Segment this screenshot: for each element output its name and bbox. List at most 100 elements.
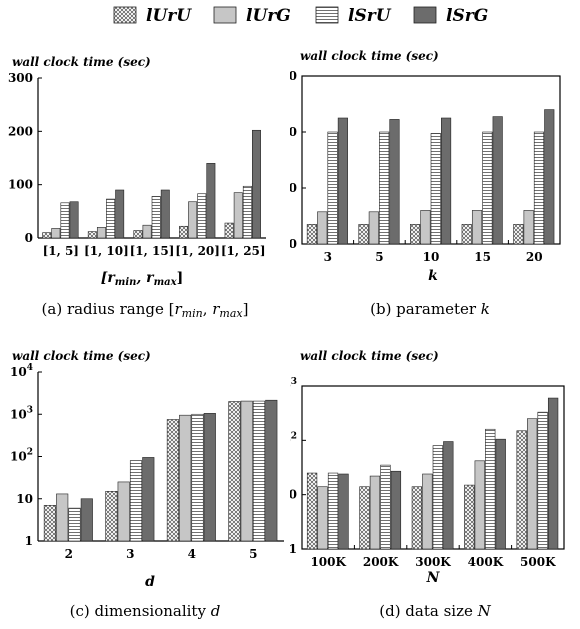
bar-lSrG-0 bbox=[338, 473, 349, 550]
bar-lSrG-4 bbox=[544, 109, 555, 245]
bar-lUrU-1 bbox=[358, 224, 369, 245]
x-tick-label: 200K bbox=[363, 555, 399, 569]
x-tick-label: 20 bbox=[526, 250, 543, 264]
chart-d-bars bbox=[306, 397, 559, 550]
bar-lSrG-4 bbox=[547, 397, 559, 550]
bar-lSrG-1 bbox=[389, 119, 400, 245]
bar-lSrG-1 bbox=[115, 189, 125, 239]
bar-lUrG-1 bbox=[96, 227, 106, 239]
x-tick-label: 10 bbox=[423, 250, 440, 264]
x-tick-label: [1, 25] bbox=[221, 244, 266, 258]
bar-lSrU-0 bbox=[327, 472, 339, 550]
chart-b-ylabel: wall clock time (sec) bbox=[300, 49, 439, 63]
bar-lSrU-0 bbox=[68, 507, 81, 542]
chart-c-bars bbox=[43, 399, 278, 542]
y-tick-label: 300 bbox=[8, 71, 33, 85]
legend-swatch-lSrG bbox=[413, 6, 437, 24]
y-tick-label: 1 bbox=[25, 534, 33, 548]
bar-lSrG-2 bbox=[441, 117, 452, 245]
chart-c-xticks: 2 3 4 5 bbox=[65, 547, 258, 561]
x-tick-label: 15 bbox=[474, 250, 491, 264]
chart-a-ylabel: wall clock time (sec) bbox=[12, 55, 151, 69]
bar-lUrU-1 bbox=[87, 231, 97, 239]
bar-lSrG-2 bbox=[160, 189, 170, 239]
legend-swatch-lSrU bbox=[315, 6, 339, 24]
chart-c-caption: (c) dimensionality d bbox=[70, 602, 221, 620]
bar-lSrG-0 bbox=[69, 201, 79, 239]
y-tick-label: 10 bbox=[290, 488, 297, 502]
bar-lUrU-0 bbox=[306, 224, 317, 245]
bar-lSrU-1 bbox=[129, 460, 143, 542]
bar-lUrG-4 bbox=[233, 192, 243, 239]
chart-b-xticks: 3 5 10 15 20 bbox=[324, 240, 543, 264]
chart-a-xticks: [1, 5] [1, 10] [1, 15] [1, 20] [1, 25] bbox=[43, 244, 266, 258]
bar-lUrU-1 bbox=[359, 486, 370, 550]
x-tick-label: 5 bbox=[375, 250, 383, 264]
bar-lUrU-2 bbox=[410, 224, 421, 245]
bar-lUrU-4 bbox=[224, 222, 234, 239]
bar-lSrU-2 bbox=[191, 413, 204, 542]
bar-lSrU-3 bbox=[482, 131, 493, 245]
bar-lUrG-1 bbox=[369, 475, 381, 550]
chart-b-yticks: 0 40 80 120 bbox=[290, 69, 306, 251]
y-tick-label: 102 bbox=[290, 431, 297, 447]
bar-lSrG-4 bbox=[252, 129, 261, 239]
bar-lSrU-2 bbox=[430, 133, 441, 245]
bar-lUrG-0 bbox=[317, 486, 328, 550]
y-tick-label: 102 bbox=[10, 448, 33, 464]
bar-lUrG-2 bbox=[420, 210, 431, 245]
bar-lSrU-4 bbox=[533, 131, 545, 245]
bar-lSrU-0 bbox=[327, 131, 338, 245]
chart-b-xlabel: k bbox=[428, 268, 438, 284]
bar-lSrU-1 bbox=[380, 464, 391, 550]
legend: lUrU lUrG lSrU lSrG bbox=[113, 6, 488, 26]
y-tick-label: 104 bbox=[10, 363, 33, 379]
legend-swatch-lUrG bbox=[213, 6, 237, 24]
chart-d-xlabel: N bbox=[426, 570, 441, 586]
bar-lSrU-3 bbox=[197, 193, 207, 239]
bar-lUrU-2 bbox=[166, 419, 179, 542]
chart-d-yticks: 1 10 102 103 bbox=[290, 377, 306, 556]
bar-lSrU-1 bbox=[106, 198, 116, 239]
bar-lUrU-2 bbox=[411, 486, 423, 550]
bar-lUrU-0 bbox=[43, 504, 56, 542]
y-tick-label: 0 bbox=[25, 231, 33, 245]
bar-lUrG-0 bbox=[51, 228, 61, 239]
bar-lSrG-2 bbox=[203, 413, 216, 542]
y-tick-label: 1 bbox=[290, 542, 297, 556]
bar-lSrU-1 bbox=[379, 131, 390, 245]
bar-lUrG-4 bbox=[527, 418, 538, 550]
bar-lSrU-4 bbox=[537, 411, 548, 550]
bar-lSrU-0 bbox=[60, 202, 70, 239]
bar-lUrU-2 bbox=[133, 230, 143, 239]
x-tick-label: 5 bbox=[249, 547, 257, 561]
x-tick-label: [1, 5] bbox=[43, 244, 79, 258]
x-tick-label: 4 bbox=[188, 547, 196, 561]
y-tick-label: 120 bbox=[290, 69, 297, 83]
bar-lSrG-3 bbox=[495, 438, 506, 550]
bar-lSrG-0 bbox=[337, 117, 348, 245]
chart-a-xlabel: [rmin, rmax] bbox=[101, 270, 183, 288]
x-tick-label: 300K bbox=[415, 555, 451, 569]
bar-lUrG-3 bbox=[474, 460, 485, 550]
chart-c-yticks: 1 10 102 103 104 bbox=[10, 363, 42, 548]
y-tick-label: 100 bbox=[8, 178, 33, 192]
bar-lSrG-1 bbox=[142, 457, 155, 542]
x-tick-label: 3 bbox=[126, 547, 134, 561]
bar-lSrU-3 bbox=[252, 400, 266, 542]
y-tick-label: 0 bbox=[290, 237, 297, 251]
y-tick-label: 103 bbox=[290, 377, 297, 393]
bar-lSrG-2 bbox=[443, 441, 454, 550]
x-tick-label: 3 bbox=[324, 250, 332, 264]
x-tick-label: [1, 10] bbox=[84, 244, 129, 258]
bar-lSrU-2 bbox=[432, 445, 443, 550]
bar-lUrU-0 bbox=[42, 232, 52, 239]
y-tick-label: 40 bbox=[290, 181, 297, 195]
chart-d-xticks: 100K 200K 300K 400K 500K bbox=[310, 545, 556, 569]
legend-swatch-lUrU bbox=[113, 6, 137, 24]
bar-lUrG-0 bbox=[317, 211, 328, 245]
bar-lUrU-1 bbox=[105, 491, 118, 542]
y-tick-label: 10 bbox=[16, 492, 33, 506]
